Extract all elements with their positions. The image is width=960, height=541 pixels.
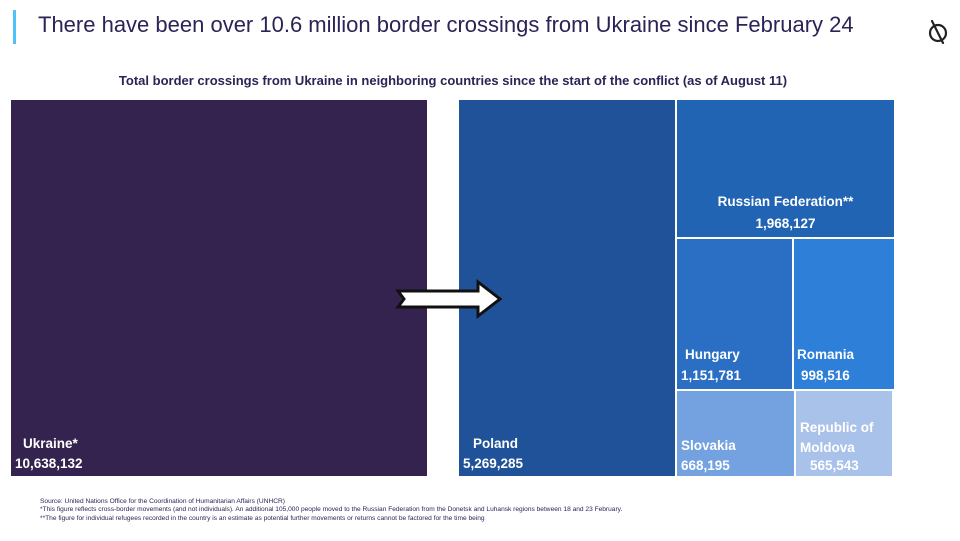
tile-value: 998,516 (801, 368, 850, 383)
tile-value: 565,543 (810, 458, 859, 473)
tile-value: 10,638,132 (15, 456, 83, 471)
tile-romania: Romania 998,516 (794, 239, 894, 389)
footnotes: Source: United Nations Office for the Co… (40, 498, 622, 523)
chart-title: Total border crossings from Ukraine in n… (118, 73, 788, 88)
tile-hungary: Hungary 1,151,781 (677, 239, 792, 389)
tile-label: Romania (797, 347, 855, 362)
source-note: Source: United Nations Office for the Co… (40, 498, 285, 505)
tile-label: Republic of Moldova (800, 420, 874, 455)
right-arrow-icon (395, 278, 503, 320)
brand-logo-icon (928, 19, 948, 44)
tile-label: Poland (473, 436, 519, 451)
tile-value: 1,151,781 (681, 368, 742, 383)
tile-russian-federation: Russian Federation** 1,968,127 (677, 100, 894, 237)
tile-label: Russian Federation** (717, 194, 854, 209)
tile-value: 1,968,127 (755, 216, 816, 231)
tile-poland: Poland 5,269,285 (459, 100, 675, 476)
tile-ukraine: Ukraine* 10,638,132 (11, 100, 427, 476)
tile-label: Ukraine* (23, 436, 78, 451)
tile-label: Slovakia (681, 438, 736, 453)
tile-value: 668,195 (681, 458, 730, 473)
tile-republic-of-moldova: Republic of Moldova 565,543 (796, 391, 892, 476)
footnote-2: **The figure for individual refugees rec… (40, 514, 485, 522)
tile-slovakia: Slovakia 668,195 (677, 391, 794, 476)
page-title: There have been over 10.6 million border… (38, 12, 854, 37)
footnote-1: *This figure reflects cross-border movem… (40, 506, 623, 514)
accent-bar (13, 10, 16, 44)
tile-value: 5,269,285 (463, 456, 524, 471)
tile-label: Hungary (685, 347, 740, 362)
